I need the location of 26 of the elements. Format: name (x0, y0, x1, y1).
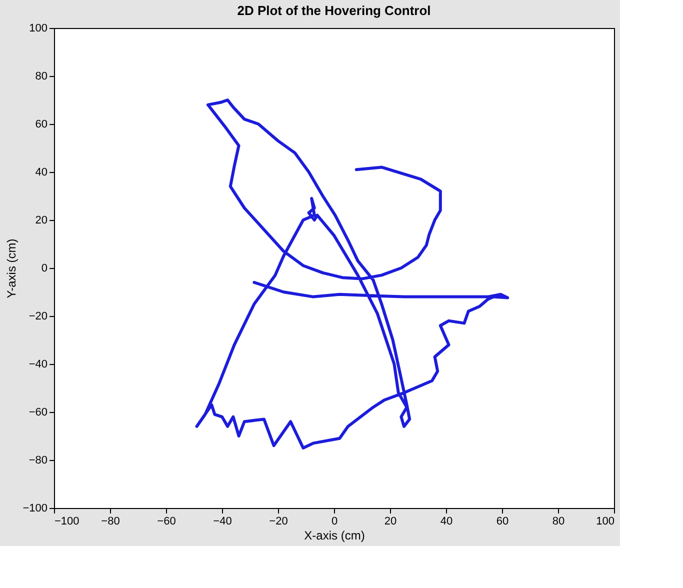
x-tick-label: 80 (552, 516, 565, 528)
x-axis-title: X-axis (cm) (304, 528, 365, 542)
x-tick-label: 0 (331, 516, 338, 528)
x-tick-label: 100 (596, 516, 614, 528)
y-tick-label: 20 (35, 214, 48, 226)
x-tick-label: 20 (384, 516, 397, 528)
y-tick-label: 40 (35, 166, 48, 178)
y-tick-label: −40 (28, 358, 48, 370)
line-series (195, 98, 510, 450)
y-tick-label: 100 (29, 22, 48, 34)
y-tick-label: 60 (35, 118, 48, 130)
y-tick-label: 80 (35, 70, 48, 82)
x-tick-label: −20 (269, 516, 288, 528)
x-tick-label: −100 (54, 516, 80, 528)
y-tick-label: −100 (22, 502, 48, 514)
x-tick-label: 40 (440, 516, 453, 528)
y-tick-label: −20 (28, 310, 48, 322)
chart-title: 2D Plot of the Hovering Control (237, 3, 431, 18)
y-axis-title: Y-axis (cm) (4, 238, 19, 298)
y-tick-label: 0 (41, 262, 48, 274)
x-tick-label: −60 (157, 516, 176, 528)
x-tick-label: −40 (213, 516, 232, 528)
y-tick-label: −80 (28, 454, 48, 466)
y-tick-label: −60 (28, 406, 48, 418)
x-tick-label: −80 (101, 516, 120, 528)
x-tick-label: 60 (496, 516, 509, 528)
